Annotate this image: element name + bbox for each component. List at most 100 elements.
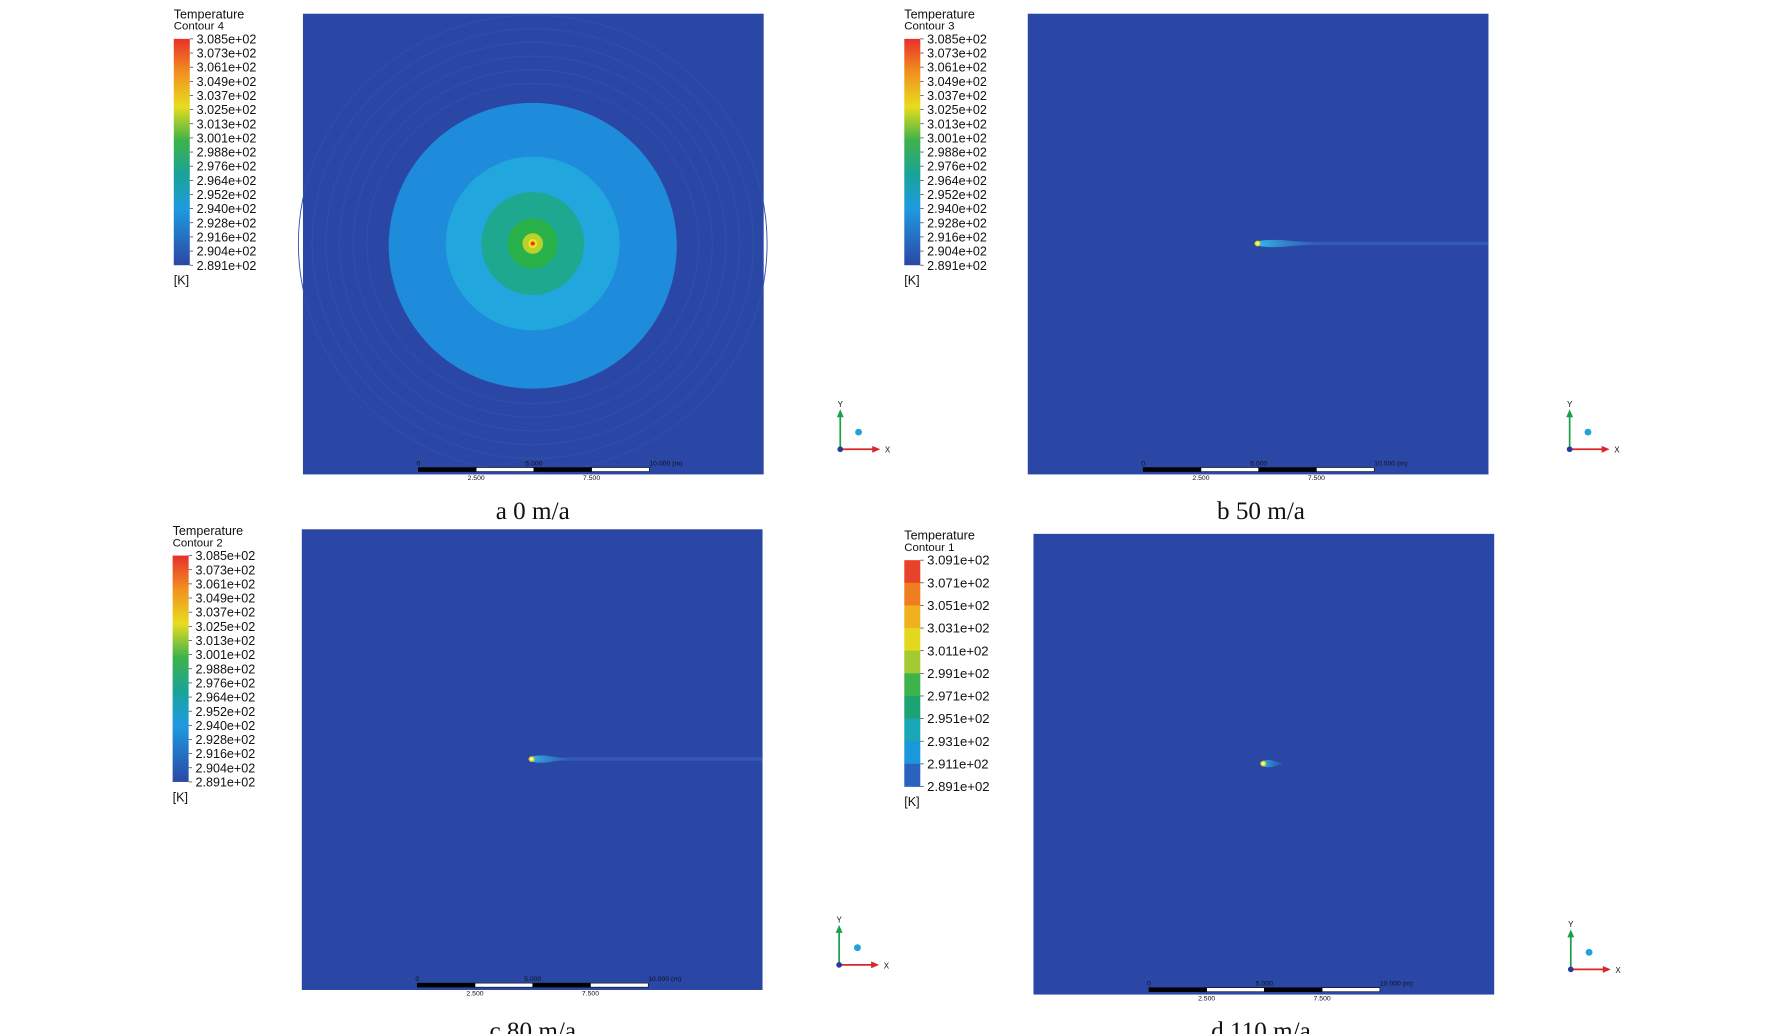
legend-label: 3.025e+02 xyxy=(195,620,255,634)
legend-bar xyxy=(173,38,190,266)
legend-label: 3.025e+02 xyxy=(197,103,257,117)
legend-label: 3.013e+02 xyxy=(927,117,987,131)
legend-label: 2.891e+02 xyxy=(195,776,255,790)
legend-band xyxy=(904,741,921,765)
triad-y-label: Y xyxy=(836,916,842,925)
heat-source xyxy=(530,241,535,246)
scale-bar-sublabel: 7.500 xyxy=(583,475,600,482)
legend-label: 3.013e+02 xyxy=(197,117,257,131)
legend-label: 3.085e+02 xyxy=(197,32,257,46)
contour-line xyxy=(352,69,713,418)
scale-bar-sublabel: 2.500 xyxy=(1192,475,1209,482)
legend-band xyxy=(904,695,921,719)
scale-bar-segment xyxy=(475,467,535,472)
legend-label: 2.952e+02 xyxy=(195,705,255,719)
contour-line xyxy=(325,41,741,446)
scale-bar-sublabel: 7.500 xyxy=(1314,995,1331,1002)
legend-label: 2.916e+02 xyxy=(927,230,987,244)
triad-z xyxy=(853,944,861,952)
scale-bar-label: 5.000 xyxy=(1250,460,1267,467)
scale-bar-label: 10.000 (m) xyxy=(649,460,682,467)
scale-bar-sublabel: 2.500 xyxy=(466,991,483,998)
triad-y-label: Y xyxy=(1567,400,1573,409)
legend-label: 2.988e+02 xyxy=(927,146,987,160)
legend-label: 2.976e+02 xyxy=(195,676,255,690)
triad-x-label: X xyxy=(885,446,891,455)
legend-label: 2.951e+02 xyxy=(927,711,989,726)
triad-z xyxy=(1585,948,1593,956)
scale-bar-label: 10.000 (m) xyxy=(1374,460,1407,467)
legend-label: 3.085e+02 xyxy=(195,549,255,563)
caption: c 80 m/a xyxy=(489,1018,576,1034)
legend-label: 2.952e+02 xyxy=(197,188,257,202)
legend-label: 3.001e+02 xyxy=(195,648,255,662)
legend-label: 2.891e+02 xyxy=(927,259,987,273)
caption: d 110 m/a xyxy=(1211,1018,1311,1034)
legend-label: 3.073e+02 xyxy=(195,563,255,577)
legend-bar xyxy=(904,38,921,266)
scale-bar-segment xyxy=(1200,467,1259,472)
legend-label: 3.061e+02 xyxy=(927,61,987,75)
scale-bar-segment xyxy=(532,982,591,988)
scale-bar-segment xyxy=(1316,467,1375,472)
legend-label: 3.001e+02 xyxy=(927,131,987,145)
scale-bar-label: 5.000 xyxy=(525,460,542,467)
caption: b 50 m/a xyxy=(1217,498,1305,525)
scale-bar-sublabel: 2.500 xyxy=(468,475,485,482)
scale-bar-segment xyxy=(591,467,650,472)
triad-x-label: X xyxy=(1615,966,1621,975)
heat-source-core xyxy=(530,757,533,761)
contour-line xyxy=(339,55,727,432)
legend-label: 3.037e+02 xyxy=(927,89,987,103)
legend-label: 3.091e+02 xyxy=(927,553,989,568)
scale-bar-segment xyxy=(1148,987,1207,992)
legend-label: 3.049e+02 xyxy=(197,75,257,89)
legend-label: 2.891e+02 xyxy=(197,259,257,273)
scale-bar-segment xyxy=(416,982,476,988)
legend-subtitle: Contour 3 xyxy=(904,21,954,33)
legend-label: 2.952e+02 xyxy=(927,188,987,202)
triad-y-label: Y xyxy=(838,400,844,409)
legend-label: 3.013e+02 xyxy=(195,634,255,648)
legend-label: 3.051e+02 xyxy=(927,598,989,613)
scale-bar-label: 5.000 xyxy=(524,976,541,983)
legend-band xyxy=(904,628,921,652)
triad-y-label: Y xyxy=(1568,920,1574,929)
triad-y-head xyxy=(836,409,844,418)
legend-label: 3.073e+02 xyxy=(197,47,257,61)
legend-label: 2.928e+02 xyxy=(195,733,255,747)
scale-bar-segment xyxy=(1321,987,1381,992)
triad-origin xyxy=(836,961,842,968)
triad-z xyxy=(855,428,862,436)
scale-bar-segment xyxy=(590,982,649,988)
legend-label: 2.904e+02 xyxy=(197,245,257,259)
scale-bar-label: 5.000 xyxy=(1256,980,1273,987)
scale-bar-label: 0 xyxy=(415,976,419,983)
legend-unit: [K] xyxy=(904,795,919,809)
scale-bar-sublabel: 2.500 xyxy=(1198,995,1215,1002)
legend-label: 2.940e+02 xyxy=(197,202,257,216)
triad-z xyxy=(1584,428,1592,436)
legend-label: 2.988e+02 xyxy=(197,146,257,160)
legend-unit: [K] xyxy=(904,274,919,288)
legend-unit: [K] xyxy=(174,274,189,288)
legend-label: 2.991e+02 xyxy=(927,666,989,681)
legend-label: 3.085e+02 xyxy=(927,32,987,46)
legend-title: Temperature xyxy=(173,524,244,538)
scale-bar-segment xyxy=(533,467,592,472)
legend-label: 2.976e+02 xyxy=(197,160,257,174)
legend-label: 2.916e+02 xyxy=(197,230,257,244)
triad-x-label: X xyxy=(884,961,890,970)
triad-y-head xyxy=(835,924,843,933)
legend-label: 2.904e+02 xyxy=(927,245,987,259)
triad-origin xyxy=(1567,966,1574,973)
legend-band xyxy=(904,673,921,697)
scale-bar-segment xyxy=(1142,467,1202,472)
scale-bar-sublabel: 7.500 xyxy=(582,991,599,998)
legend-label: 2.976e+02 xyxy=(927,160,987,174)
legend-label: 3.001e+02 xyxy=(197,131,257,145)
legend-label: 2.964e+02 xyxy=(197,174,257,188)
legend-band xyxy=(904,605,921,629)
contour-line xyxy=(311,28,754,459)
